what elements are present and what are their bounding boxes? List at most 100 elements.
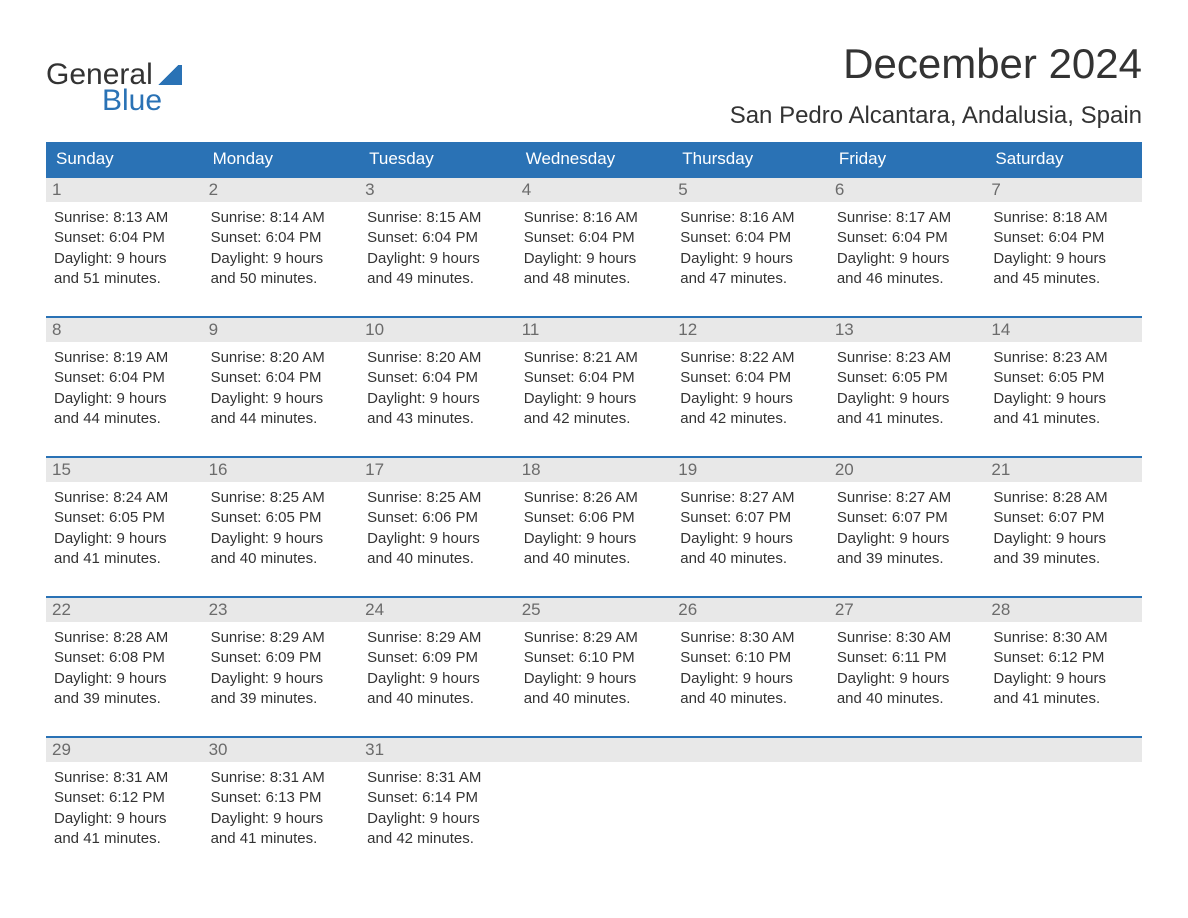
- sunset-text: Sunset: 6:04 PM: [524, 228, 665, 248]
- day-number: [516, 738, 673, 762]
- sunset-text: Sunset: 6:04 PM: [680, 368, 821, 388]
- daylight-text-line1: Daylight: 9 hours: [211, 249, 352, 269]
- daylight-text-line2: and 42 minutes.: [524, 409, 665, 429]
- calendar: Sunday Monday Tuesday Wednesday Thursday…: [46, 142, 1142, 858]
- day-cell: [829, 762, 986, 858]
- daylight-text-line2: and 40 minutes.: [367, 689, 508, 709]
- day-number: 11: [516, 318, 673, 342]
- sunset-text: Sunset: 6:06 PM: [367, 508, 508, 528]
- daylight-text-line1: Daylight: 9 hours: [211, 529, 352, 549]
- daylight-text-line1: Daylight: 9 hours: [524, 669, 665, 689]
- sunset-text: Sunset: 6:11 PM: [837, 648, 978, 668]
- day-cell: Sunrise: 8:20 AMSunset: 6:04 PMDaylight:…: [203, 342, 360, 438]
- sunset-text: Sunset: 6:04 PM: [367, 368, 508, 388]
- sunrise-text: Sunrise: 8:15 AM: [367, 208, 508, 228]
- daylight-text-line1: Daylight: 9 hours: [993, 669, 1134, 689]
- sunset-text: Sunset: 6:12 PM: [54, 788, 195, 808]
- day-cell: Sunrise: 8:31 AMSunset: 6:14 PMDaylight:…: [359, 762, 516, 858]
- day-cell: Sunrise: 8:23 AMSunset: 6:05 PMDaylight:…: [829, 342, 986, 438]
- daylight-text-line1: Daylight: 9 hours: [993, 249, 1134, 269]
- sunrise-text: Sunrise: 8:28 AM: [54, 628, 195, 648]
- day-cell: Sunrise: 8:25 AMSunset: 6:06 PMDaylight:…: [359, 482, 516, 578]
- sunset-text: Sunset: 6:05 PM: [54, 508, 195, 528]
- daylight-text-line2: and 40 minutes.: [211, 549, 352, 569]
- weekday-header: Friday: [829, 142, 986, 176]
- day-cell: Sunrise: 8:24 AMSunset: 6:05 PMDaylight:…: [46, 482, 203, 578]
- daylight-text-line2: and 39 minutes.: [211, 689, 352, 709]
- sunrise-text: Sunrise: 8:24 AM: [54, 488, 195, 508]
- sunrise-text: Sunrise: 8:17 AM: [837, 208, 978, 228]
- day-cell: Sunrise: 8:28 AMSunset: 6:08 PMDaylight:…: [46, 622, 203, 718]
- sunrise-text: Sunrise: 8:22 AM: [680, 348, 821, 368]
- day-cell: Sunrise: 8:27 AMSunset: 6:07 PMDaylight:…: [829, 482, 986, 578]
- daylight-text-line2: and 40 minutes.: [524, 689, 665, 709]
- day-number: 4: [516, 178, 673, 202]
- day-cell: Sunrise: 8:30 AMSunset: 6:10 PMDaylight:…: [672, 622, 829, 718]
- daylight-text-line2: and 44 minutes.: [211, 409, 352, 429]
- day-cell: Sunrise: 8:27 AMSunset: 6:07 PMDaylight:…: [672, 482, 829, 578]
- daylight-text-line1: Daylight: 9 hours: [524, 389, 665, 409]
- day-number: 24: [359, 598, 516, 622]
- daylight-text-line2: and 40 minutes.: [680, 549, 821, 569]
- daylight-text-line1: Daylight: 9 hours: [211, 669, 352, 689]
- sunset-text: Sunset: 6:08 PM: [54, 648, 195, 668]
- day-number: [829, 738, 986, 762]
- day-number: 19: [672, 458, 829, 482]
- day-number: 29: [46, 738, 203, 762]
- sunrise-text: Sunrise: 8:27 AM: [680, 488, 821, 508]
- day-cell: Sunrise: 8:19 AMSunset: 6:04 PMDaylight:…: [46, 342, 203, 438]
- calendar-week: 22232425262728Sunrise: 8:28 AMSunset: 6:…: [46, 596, 1142, 718]
- day-cell: Sunrise: 8:30 AMSunset: 6:12 PMDaylight:…: [985, 622, 1142, 718]
- daylight-text-line1: Daylight: 9 hours: [367, 249, 508, 269]
- daylight-text-line1: Daylight: 9 hours: [54, 809, 195, 829]
- day-number: 6: [829, 178, 986, 202]
- day-number: [985, 738, 1142, 762]
- day-cell: [672, 762, 829, 858]
- sunset-text: Sunset: 6:04 PM: [680, 228, 821, 248]
- sunrise-text: Sunrise: 8:16 AM: [680, 208, 821, 228]
- day-cell: Sunrise: 8:31 AMSunset: 6:12 PMDaylight:…: [46, 762, 203, 858]
- daylight-text-line2: and 50 minutes.: [211, 269, 352, 289]
- day-cell: Sunrise: 8:16 AMSunset: 6:04 PMDaylight:…: [516, 202, 673, 298]
- daylight-text-line2: and 39 minutes.: [993, 549, 1134, 569]
- daylight-text-line1: Daylight: 9 hours: [367, 529, 508, 549]
- weekday-header: Tuesday: [359, 142, 516, 176]
- daylight-text-line2: and 44 minutes.: [54, 409, 195, 429]
- day-cell: Sunrise: 8:15 AMSunset: 6:04 PMDaylight:…: [359, 202, 516, 298]
- daylight-text-line1: Daylight: 9 hours: [837, 389, 978, 409]
- daylight-text-line2: and 41 minutes.: [54, 829, 195, 849]
- sunset-text: Sunset: 6:05 PM: [993, 368, 1134, 388]
- day-cell: [985, 762, 1142, 858]
- day-cell: Sunrise: 8:29 AMSunset: 6:09 PMDaylight:…: [203, 622, 360, 718]
- daylight-text-line2: and 40 minutes.: [837, 689, 978, 709]
- day-number: 15: [46, 458, 203, 482]
- sunset-text: Sunset: 6:05 PM: [211, 508, 352, 528]
- daylight-text-line1: Daylight: 9 hours: [837, 669, 978, 689]
- day-number: 25: [516, 598, 673, 622]
- daylight-text-line2: and 46 minutes.: [837, 269, 978, 289]
- day-number: 14: [985, 318, 1142, 342]
- sunset-text: Sunset: 6:12 PM: [993, 648, 1134, 668]
- day-number: 10: [359, 318, 516, 342]
- sunset-text: Sunset: 6:04 PM: [54, 228, 195, 248]
- day-number: 7: [985, 178, 1142, 202]
- day-number: 12: [672, 318, 829, 342]
- sunrise-text: Sunrise: 8:31 AM: [54, 768, 195, 788]
- sunset-text: Sunset: 6:04 PM: [211, 228, 352, 248]
- sunset-text: Sunset: 6:09 PM: [211, 648, 352, 668]
- daylight-text-line1: Daylight: 9 hours: [680, 249, 821, 269]
- sunrise-text: Sunrise: 8:29 AM: [211, 628, 352, 648]
- day-number: 26: [672, 598, 829, 622]
- daylight-text-line1: Daylight: 9 hours: [524, 529, 665, 549]
- daylight-text-line2: and 42 minutes.: [367, 829, 508, 849]
- title-block: December 2024 San Pedro Alcantara, Andal…: [730, 40, 1142, 130]
- day-number: 31: [359, 738, 516, 762]
- day-cell: Sunrise: 8:25 AMSunset: 6:05 PMDaylight:…: [203, 482, 360, 578]
- day-cell: Sunrise: 8:30 AMSunset: 6:11 PMDaylight:…: [829, 622, 986, 718]
- logo-text-blue: Blue: [102, 86, 182, 116]
- day-number: 23: [203, 598, 360, 622]
- day-number: 28: [985, 598, 1142, 622]
- day-number: 18: [516, 458, 673, 482]
- daylight-text-line2: and 47 minutes.: [680, 269, 821, 289]
- calendar-week: 1234567Sunrise: 8:13 AMSunset: 6:04 PMDa…: [46, 176, 1142, 298]
